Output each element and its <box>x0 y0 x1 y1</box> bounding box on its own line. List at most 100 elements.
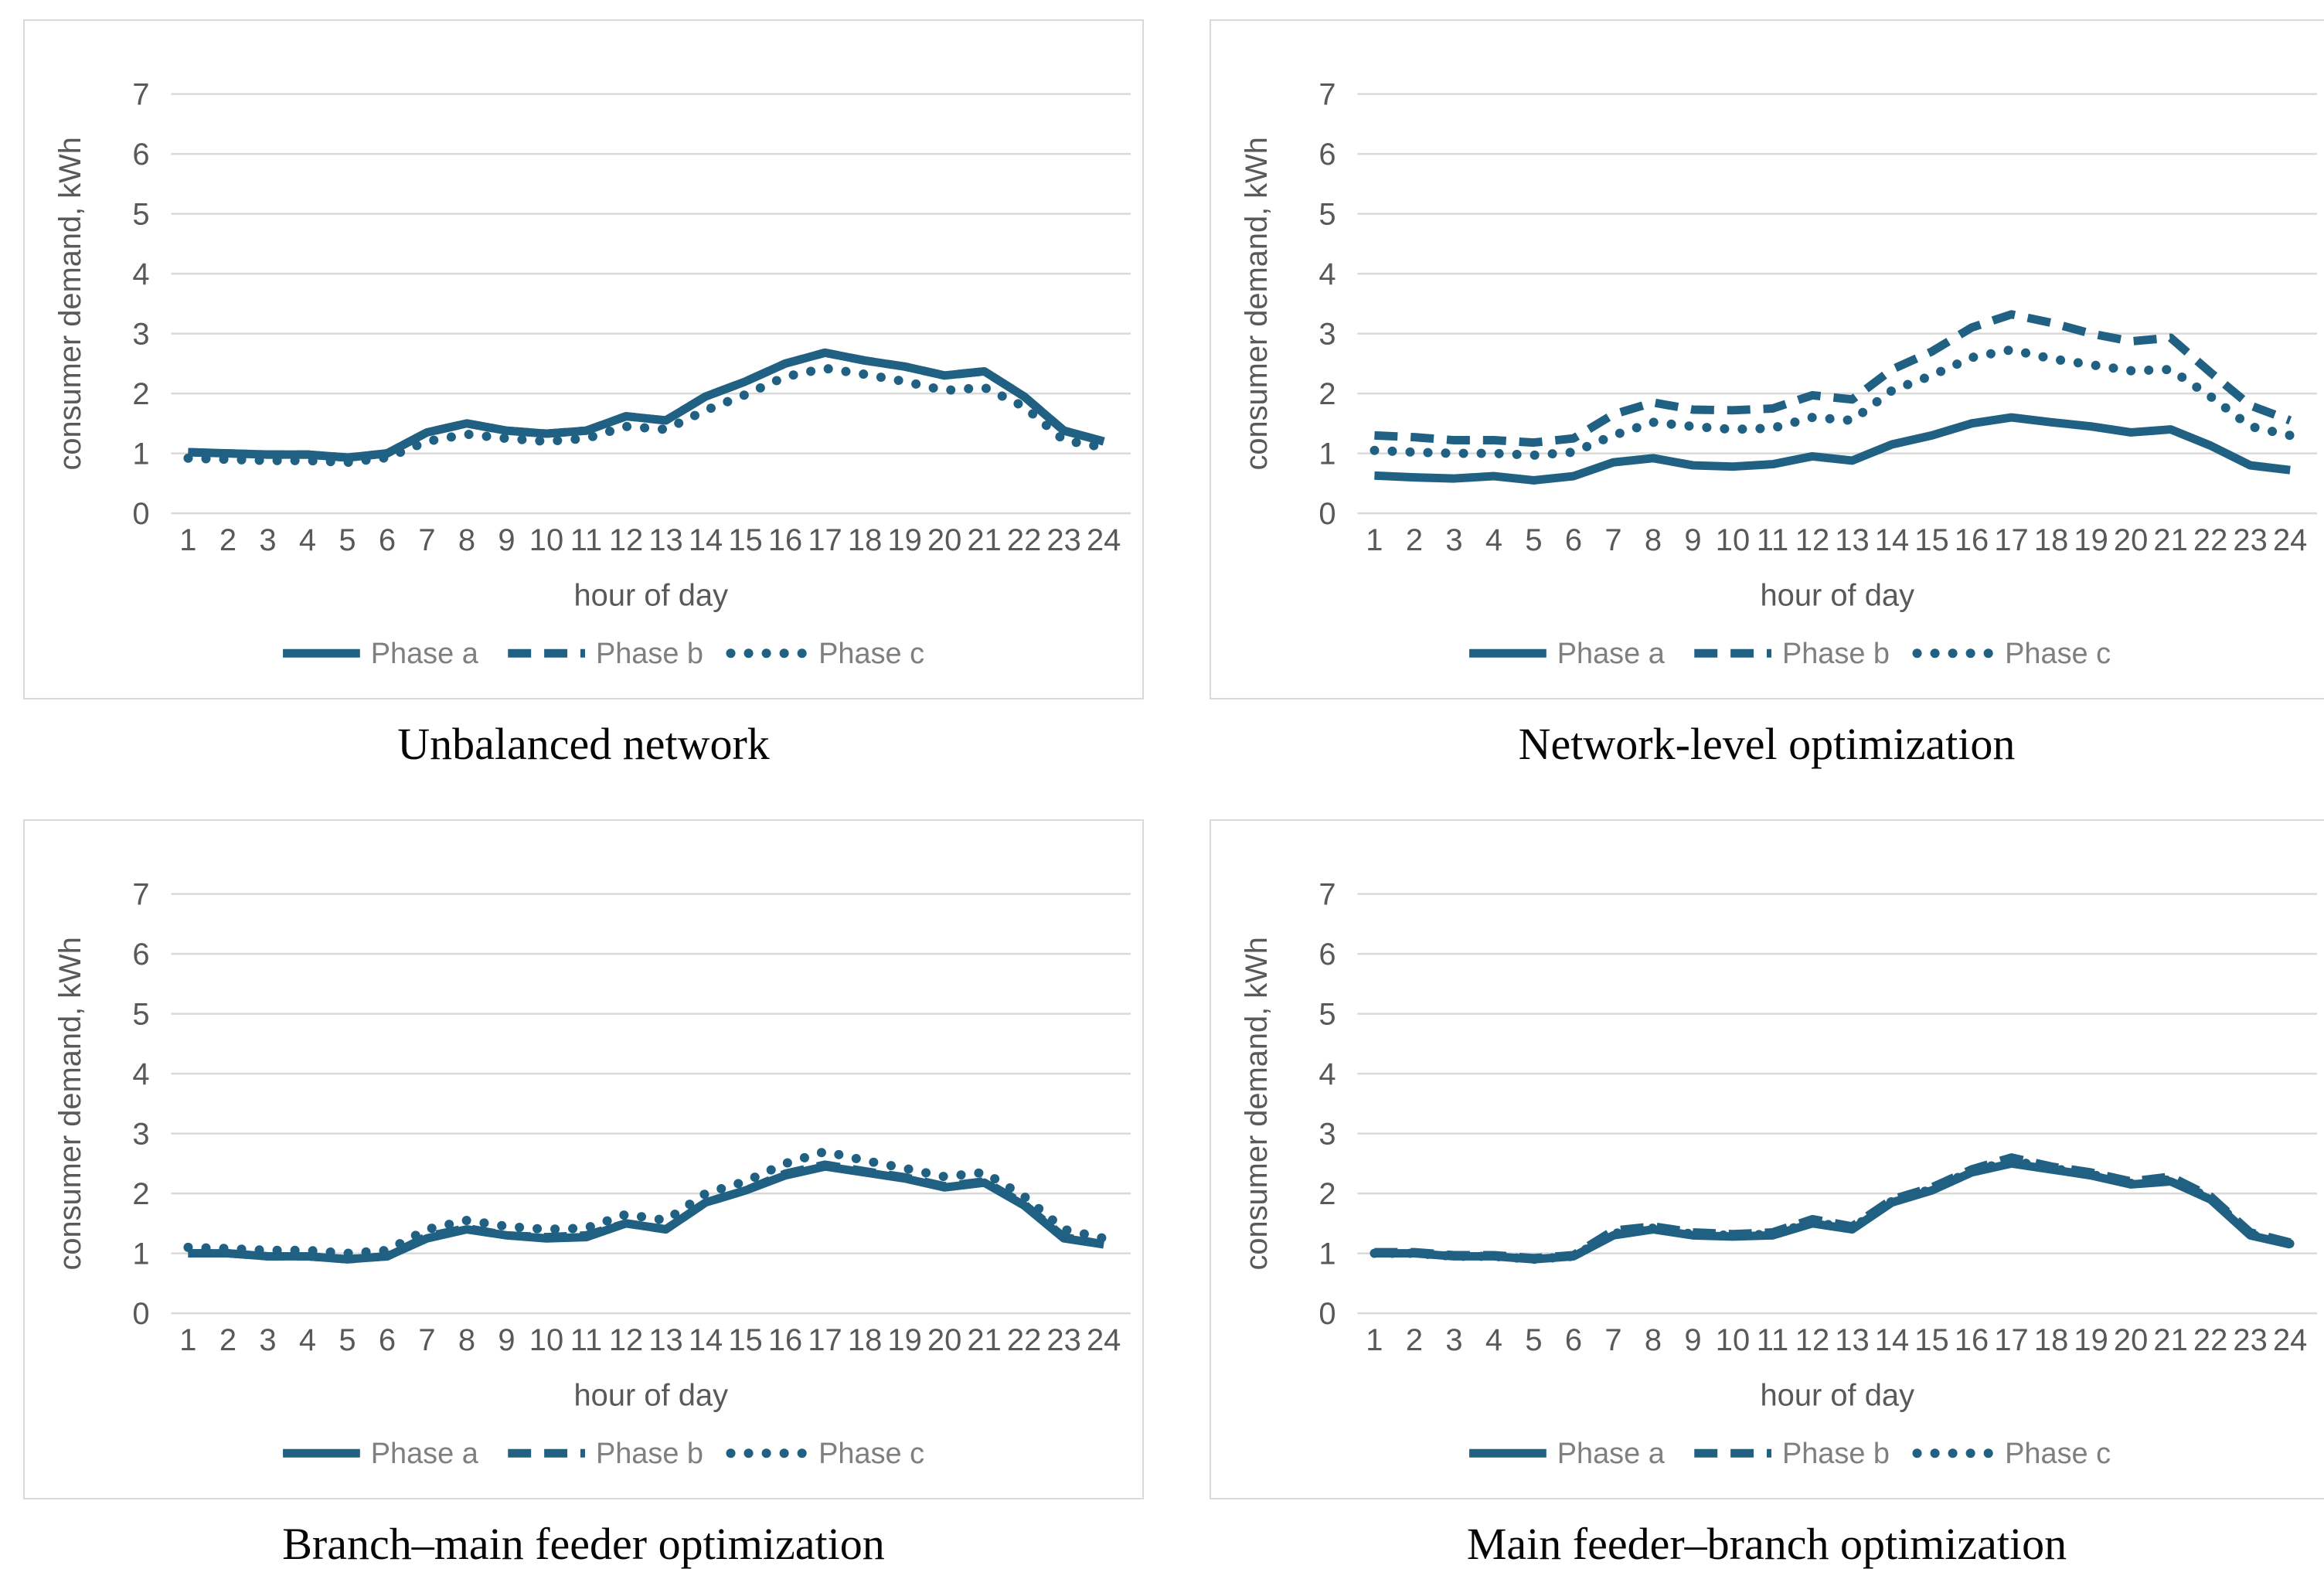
y-axis-title: consumer demand, kWh <box>1240 937 1274 1270</box>
legend-item-phase-a: Phase a <box>1469 1438 1666 1470</box>
series-phase-a <box>188 1162 1104 1264</box>
y-tick-label: 5 <box>1319 998 1336 1032</box>
x-tick-label: 13 <box>648 523 682 557</box>
x-tick-label: 10 <box>1716 523 1750 557</box>
legend-item-phase-b: Phase b <box>508 638 703 670</box>
x-tick-label: 11 <box>1757 1323 1788 1357</box>
x-axis-title: hour of day <box>573 579 728 613</box>
x-tick-label: 16 <box>1955 523 1989 557</box>
y-tick-label: 0 <box>1319 1297 1336 1331</box>
x-tick-label: 16 <box>768 523 802 557</box>
x-tick-label: 23 <box>1046 523 1080 557</box>
legend-label: Phase c <box>2005 1438 2111 1470</box>
x-tick-label: 22 <box>1007 1323 1041 1357</box>
x-tick-label: 23 <box>1046 1323 1080 1357</box>
x-tick-label: 5 <box>1525 523 1542 557</box>
x-tick-label: 13 <box>1835 1323 1869 1357</box>
legend-item-phase-b: Phase b <box>1694 638 1890 670</box>
x-tick-label: 8 <box>1645 1323 1662 1357</box>
x-tick-label: 2 <box>1406 523 1423 557</box>
x-tick-label: 3 <box>1445 523 1462 557</box>
legend-label: Phase a <box>371 1438 479 1470</box>
x-tick-label: 15 <box>1914 523 1948 557</box>
caption-branch-main-feeder-optimization: Branch–main feeder optimization <box>282 1519 885 1569</box>
x-tick-label: 18 <box>2034 1323 2068 1357</box>
x-tick-label: 15 <box>728 1323 762 1357</box>
y-tick-label: 0 <box>132 497 149 531</box>
x-tick-label: 12 <box>609 523 643 557</box>
x-tick-label: 4 <box>299 1323 316 1357</box>
x-tick-label: 10 <box>529 523 563 557</box>
figure-main-feeder-branch-optimization: 0 1 2 3 4 5 6 7 1 2 3 4 5 6 7 8 9 10 11 12 13 14 15 16 17 18 19 20 2… <box>1210 819 2324 1569</box>
x-tick-label: 18 <box>848 1323 882 1357</box>
y-tick-label: 5 <box>132 998 149 1032</box>
y-tick-label: 3 <box>132 318 149 352</box>
x-tick-label: 23 <box>2233 1323 2267 1357</box>
x-tick-label: 2 <box>219 1323 236 1357</box>
x-tick-label: 17 <box>808 523 842 557</box>
x-tick-label: 1 <box>1366 523 1383 557</box>
y-tick-label: 1 <box>1319 437 1336 471</box>
legend-item-phase-b: Phase b <box>508 1438 703 1470</box>
x-tick-label: 20 <box>2114 523 2148 557</box>
x-tick-label: 9 <box>498 523 515 557</box>
series-phase-b <box>188 1160 1105 1264</box>
legend-label: Phase c <box>818 1438 924 1470</box>
x-tick-label: 19 <box>887 1323 921 1357</box>
legend-label: Phase a <box>371 638 479 670</box>
y-tick-label: 1 <box>132 437 149 471</box>
x-tick-label: 8 <box>1645 523 1662 557</box>
x-tick-label: 6 <box>1565 523 1582 557</box>
x-tick-label: 11 <box>570 523 602 557</box>
x-tick-label: 24 <box>2273 1323 2307 1357</box>
x-tick-label: 7 <box>418 523 435 557</box>
y-tick-label: 5 <box>132 198 149 232</box>
chart-panel-unbalanced-network: 0 1 2 3 4 5 6 7 1 2 3 4 5 6 7 8 9 10 11 12 13 14 15 16 17 18 19 20 2… <box>23 19 1144 699</box>
y-tick-label: 4 <box>132 1057 149 1091</box>
series-phase-b <box>188 348 1105 462</box>
x-tick-label: 19 <box>2074 1323 2108 1357</box>
legend-item-phase-c: Phase c <box>1912 638 2111 670</box>
x-tick-label: 24 <box>2273 523 2307 557</box>
x-tick-label: 8 <box>458 1323 475 1357</box>
series-phase-b <box>1374 1153 2292 1263</box>
chart-panel-main-feeder-branch-optimization: 0 1 2 3 4 5 6 7 1 2 3 4 5 6 7 8 9 10 11 12 13 14 15 16 17 18 19 20 2… <box>1210 819 2324 1499</box>
y-tick-label: 5 <box>1319 198 1336 232</box>
x-tick-label: 24 <box>1087 523 1121 557</box>
y-tick-label: 0 <box>1319 497 1336 531</box>
x-tick-label: 4 <box>1485 1323 1502 1357</box>
y-tick-label: 1 <box>132 1237 149 1271</box>
caption-unbalanced-network: Unbalanced network <box>397 719 770 769</box>
y-tick-label: 4 <box>1319 1057 1336 1091</box>
x-tick-label: 14 <box>689 523 723 557</box>
x-tick-label: 5 <box>339 1323 356 1357</box>
legend-label: Phase b <box>1782 638 1890 670</box>
x-tick-label: 21 <box>967 523 1001 557</box>
x-tick-label: 7 <box>418 1323 435 1357</box>
x-tick-label: 16 <box>768 1323 802 1357</box>
legend-label: Phase a <box>1557 1438 1666 1470</box>
series-phase-b <box>1374 310 2292 448</box>
x-tick-label: 19 <box>2074 523 2108 557</box>
y-tick-label: 3 <box>132 1118 149 1152</box>
legend-label: Phase c <box>818 638 924 670</box>
series-phase-c <box>183 363 1109 468</box>
caption-main-feeder-branch-optimization: Main feeder–branch optimization <box>1466 1519 2067 1569</box>
x-tick-label: 15 <box>728 523 762 557</box>
series-phase-c <box>1370 345 2295 460</box>
x-tick-label: 17 <box>808 1323 842 1357</box>
x-tick-label: 6 <box>379 1323 396 1357</box>
x-tick-label: 5 <box>339 523 356 557</box>
x-tick-label: 14 <box>1875 523 1909 557</box>
legend-label: Phase a <box>1557 638 1666 670</box>
y-tick-label: 6 <box>1319 138 1336 172</box>
x-tick-label: 10 <box>529 1323 563 1357</box>
y-tick-label: 1 <box>1319 1237 1336 1271</box>
x-axis-title: hour of day <box>1760 1379 1914 1413</box>
x-tick-label: 3 <box>259 1323 276 1357</box>
x-tick-label: 9 <box>498 1323 515 1357</box>
x-tick-label: 9 <box>1684 523 1701 557</box>
